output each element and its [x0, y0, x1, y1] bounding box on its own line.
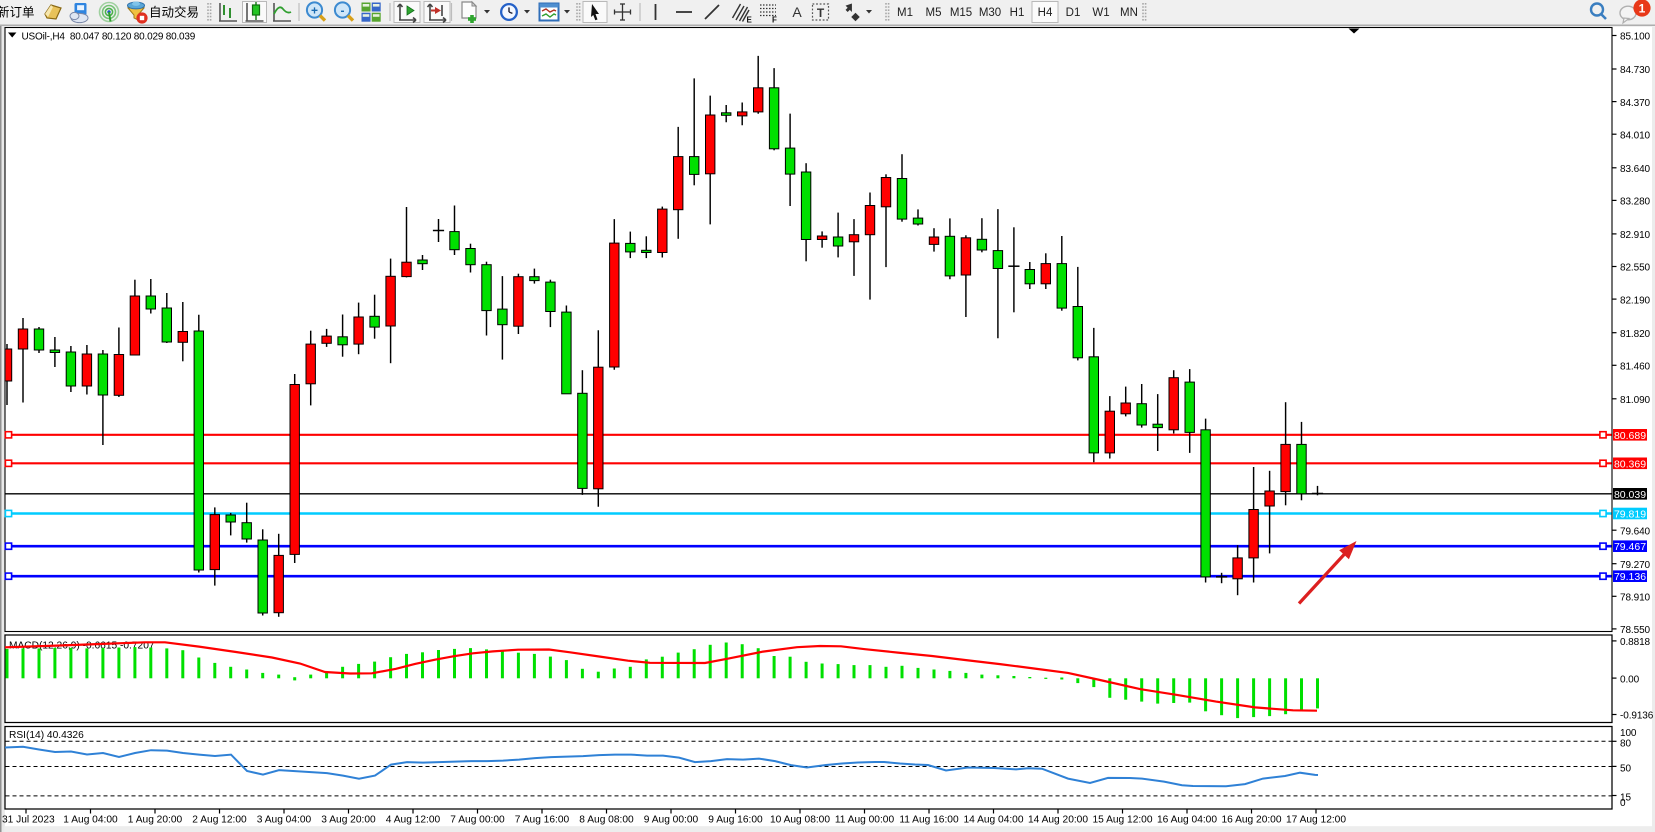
svg-text:+: +	[311, 4, 318, 18]
svg-text:W1: W1	[1092, 7, 1109, 19]
svg-text:A: A	[792, 4, 802, 20]
svg-text:2 Aug 12:00: 2 Aug 12:00	[192, 815, 247, 826]
svg-text:-0.9136: -0.9136	[1620, 711, 1654, 722]
svg-text:78.550: 78.550	[1620, 625, 1651, 636]
svg-text:11 Aug 16:00: 11 Aug 16:00	[899, 815, 959, 826]
svg-text:79.136: 79.136	[1614, 571, 1646, 583]
svg-text:M5: M5	[926, 7, 942, 19]
svg-text:81.090: 81.090	[1620, 395, 1651, 406]
svg-text:17 Aug 12:00: 17 Aug 12:00	[1286, 815, 1346, 826]
svg-text:RSI(14) 40.4326: RSI(14) 40.4326	[9, 730, 84, 741]
svg-text:4 Aug 12:00: 4 Aug 12:00	[386, 815, 441, 826]
svg-text:15: 15	[1620, 793, 1631, 804]
svg-text:3 Aug 20:00: 3 Aug 20:00	[321, 815, 376, 826]
svg-text:82.550: 82.550	[1620, 263, 1651, 274]
svg-text:3 Aug 04:00: 3 Aug 04:00	[257, 815, 312, 826]
svg-text:8 Aug 08:00: 8 Aug 08:00	[579, 815, 634, 826]
svg-text:H1: H1	[1010, 7, 1025, 19]
svg-text:7 Aug 00:00: 7 Aug 00:00	[450, 815, 505, 826]
svg-text:78.910: 78.910	[1620, 593, 1651, 604]
svg-text:新订单: 新订单	[0, 5, 35, 20]
svg-text:82.190: 82.190	[1620, 295, 1651, 306]
svg-text:H4: H4	[1038, 7, 1053, 19]
svg-text:MACD(12,26,9) -0.6615 -0.7207: MACD(12,26,9) -0.6615 -0.7207	[9, 641, 155, 652]
svg-text:79.640: 79.640	[1620, 526, 1651, 537]
svg-text:81.460: 81.460	[1620, 362, 1651, 373]
svg-text:1 Aug 04:00: 1 Aug 04:00	[63, 815, 118, 826]
svg-text:D1: D1	[1066, 7, 1081, 19]
svg-text:0: 0	[1620, 798, 1626, 809]
svg-text:15 Aug 12:00: 15 Aug 12:00	[1092, 815, 1152, 826]
svg-text:82.910: 82.910	[1620, 230, 1651, 241]
svg-text:9 Aug 00:00: 9 Aug 00:00	[644, 815, 699, 826]
svg-text:T: T	[817, 6, 825, 20]
svg-text:50: 50	[1620, 764, 1631, 775]
svg-text:1 Aug 20:00: 1 Aug 20:00	[128, 815, 183, 826]
svg-text:自动交易: 自动交易	[149, 5, 199, 20]
svg-text:79.467: 79.467	[1614, 541, 1646, 553]
svg-text:M1: M1	[897, 7, 913, 19]
svg-text:M30: M30	[979, 7, 1001, 19]
svg-text:E: E	[747, 16, 753, 25]
svg-text:83.280: 83.280	[1620, 197, 1651, 208]
svg-text:80: 80	[1620, 738, 1631, 749]
svg-text:MN: MN	[1120, 7, 1138, 19]
svg-text:0.8818: 0.8818	[1620, 637, 1651, 648]
svg-text:83.640: 83.640	[1620, 164, 1651, 175]
svg-text:16 Aug 20:00: 16 Aug 20:00	[1221, 815, 1281, 826]
svg-text:F: F	[772, 16, 777, 25]
svg-text:100: 100	[1620, 728, 1637, 739]
svg-text:M15: M15	[950, 7, 972, 19]
svg-text:31 Jul 2023: 31 Jul 2023	[2, 815, 55, 826]
svg-text:79.819: 79.819	[1614, 509, 1646, 521]
svg-text:14 Aug 04:00: 14 Aug 04:00	[963, 815, 1023, 826]
svg-text:16 Aug 04:00: 16 Aug 04:00	[1157, 815, 1217, 826]
svg-text:80.689: 80.689	[1614, 430, 1646, 442]
svg-text:84.370: 84.370	[1620, 98, 1651, 109]
svg-text:11 Aug 00:00: 11 Aug 00:00	[835, 815, 895, 826]
svg-text:-: -	[341, 4, 345, 18]
svg-text:9 Aug 16:00: 9 Aug 16:00	[708, 815, 763, 826]
svg-text:14 Aug 20:00: 14 Aug 20:00	[1028, 815, 1088, 826]
svg-text:USOil-,H4 80.047 80.120 80.02: USOil-,H4 80.047 80.120 80.029 80.039	[22, 32, 196, 43]
svg-text:7 Aug 16:00: 7 Aug 16:00	[515, 815, 570, 826]
svg-text:85.100: 85.100	[1620, 32, 1651, 43]
svg-text:80.039: 80.039	[1614, 489, 1646, 501]
svg-text:80.369: 80.369	[1614, 458, 1646, 470]
svg-text:79.270: 79.270	[1620, 560, 1651, 571]
svg-text:1: 1	[1639, 1, 1646, 15]
svg-text:84.010: 84.010	[1620, 130, 1651, 141]
svg-text:84.730: 84.730	[1620, 65, 1651, 76]
svg-text:81.820: 81.820	[1620, 329, 1651, 340]
svg-text:10 Aug 08:00: 10 Aug 08:00	[770, 815, 830, 826]
svg-text:0.00: 0.00	[1620, 674, 1640, 685]
